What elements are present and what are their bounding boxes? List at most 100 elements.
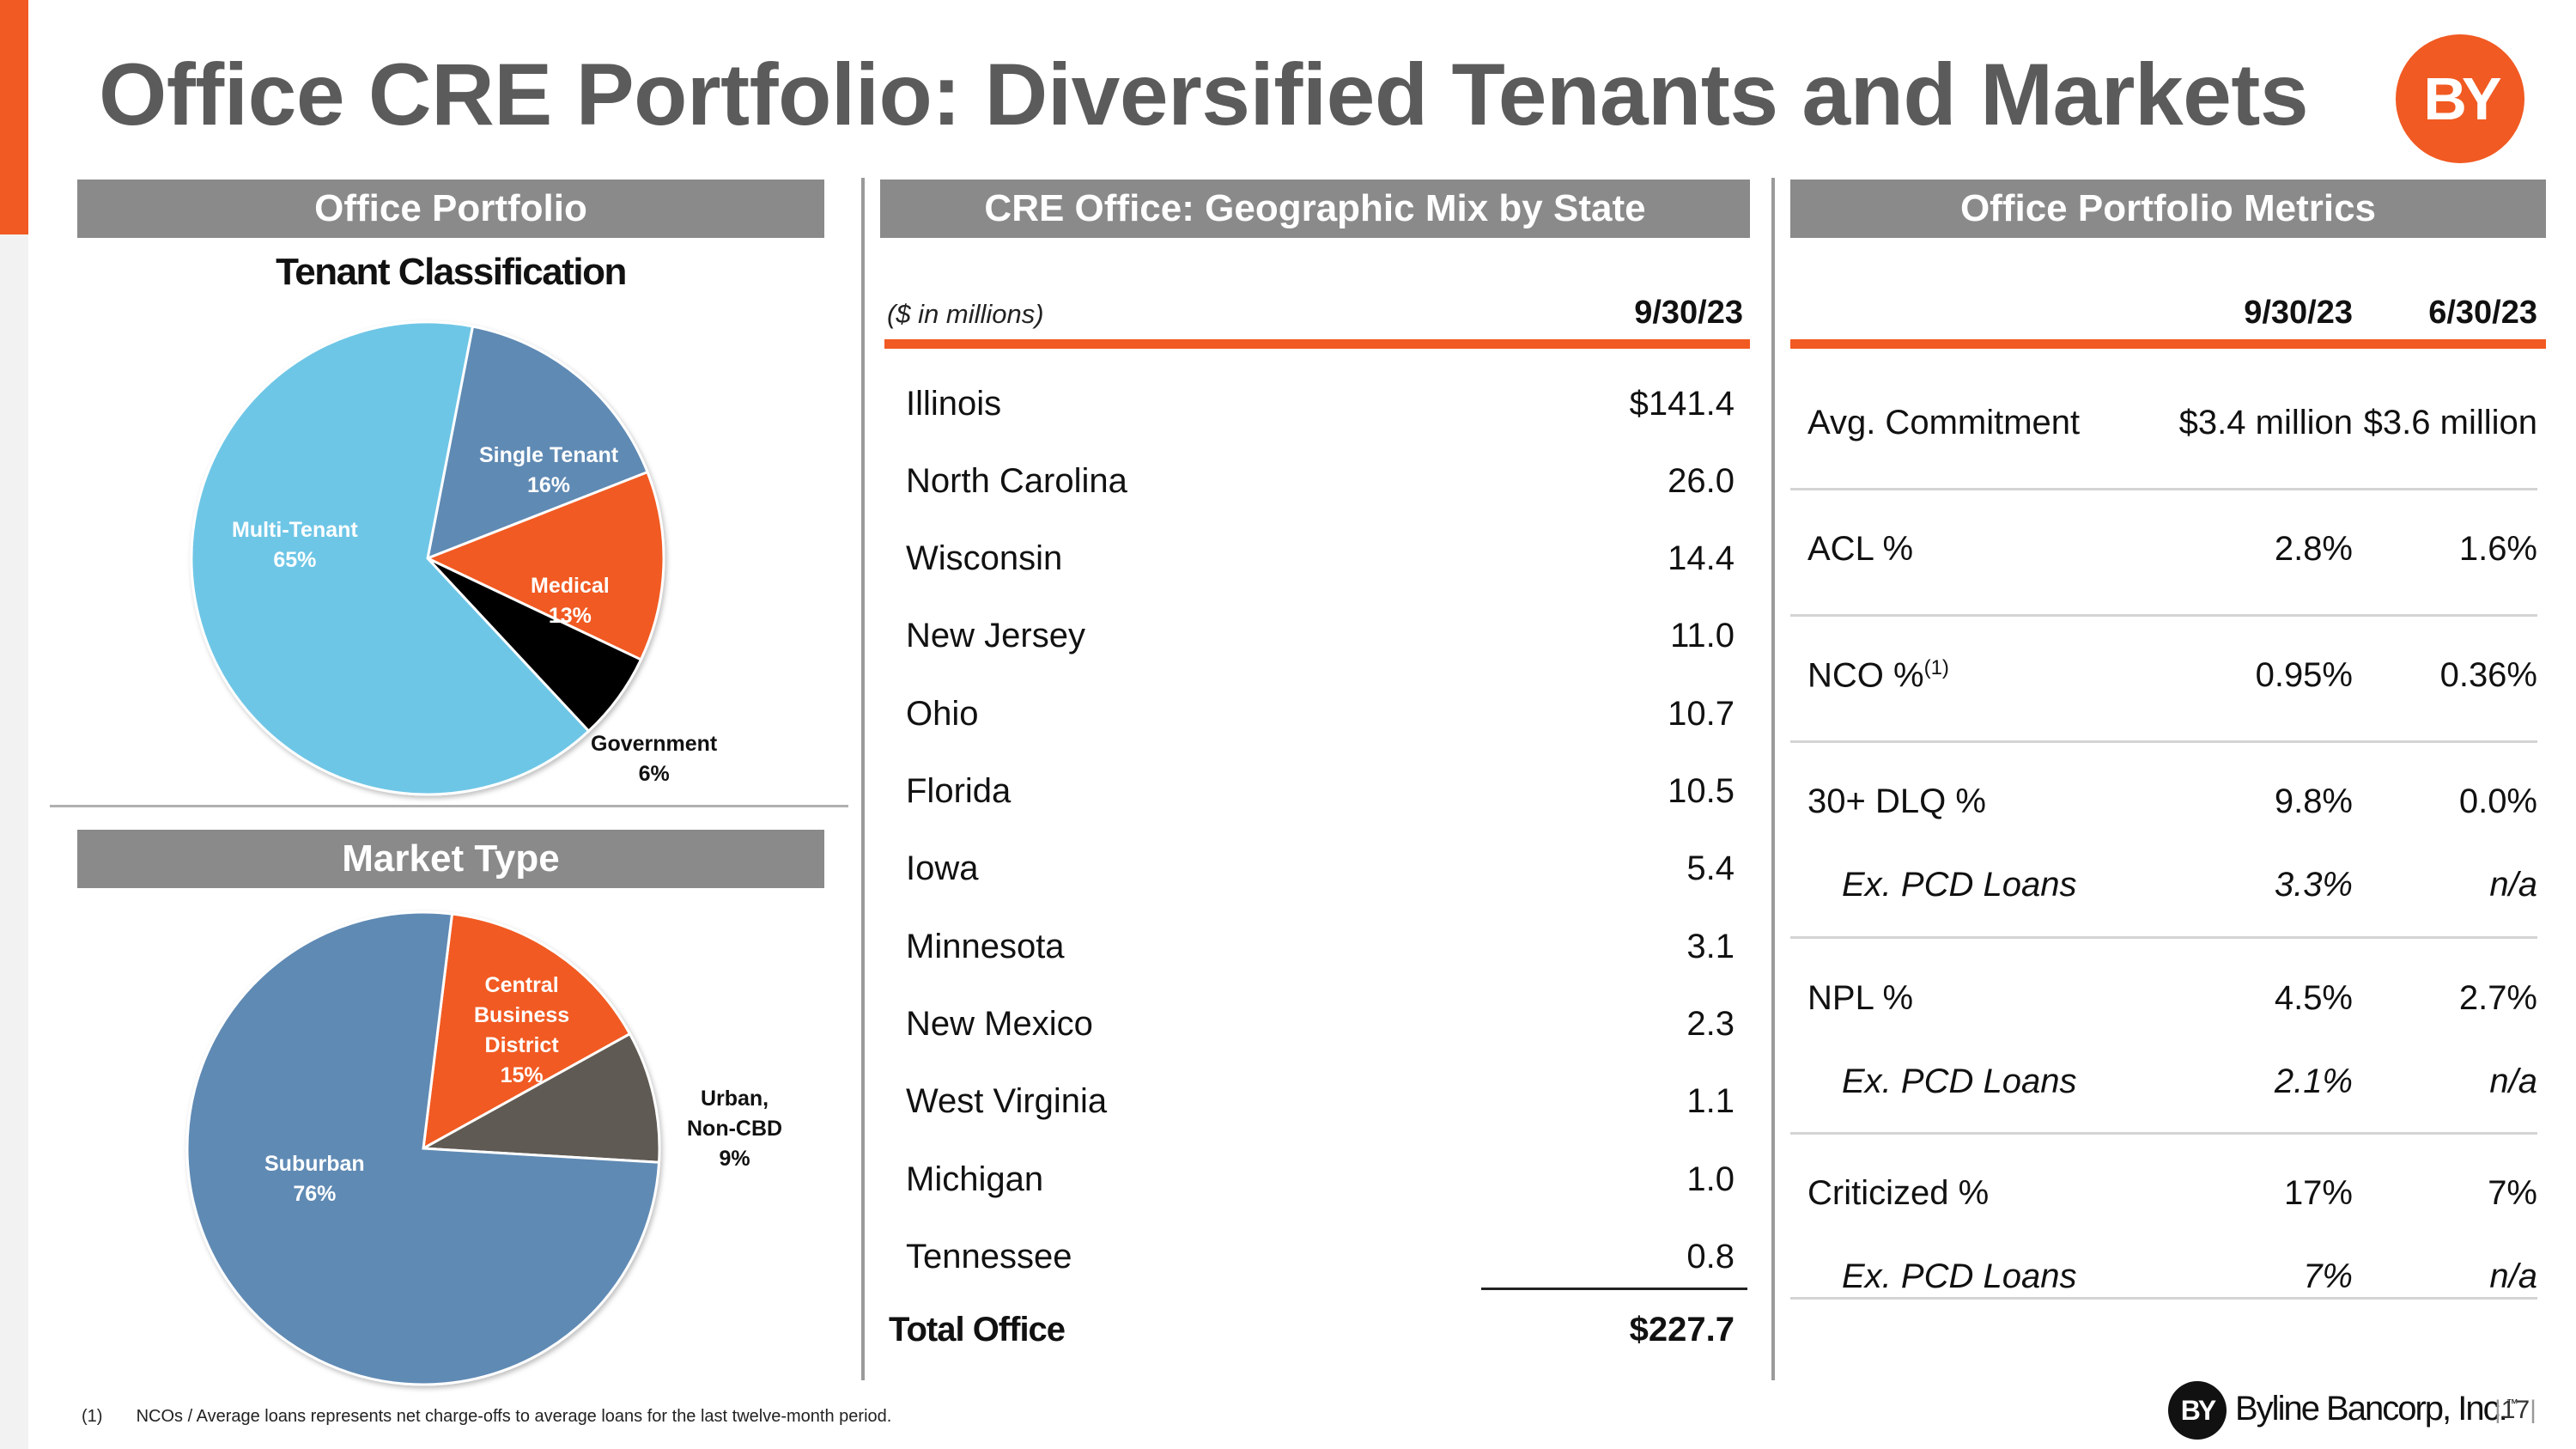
metric-label-text: Ex. PCD Loans [1842,1257,2077,1295]
pie-slice-medical [424,470,665,661]
metric-value-v2: 7% [2488,1174,2537,1212]
footer-company: Byline Bancorp, Inc.™ [2235,1390,2518,1428]
metric-value-v1: 3.3% [2274,866,2353,904]
metric-value-v2: 0.0% [2458,782,2537,820]
page-number: |17| [2494,1396,2537,1424]
pie-slice-central-business-district [422,912,632,1151]
pie-2-slices [185,910,661,1386]
label-medical: Medical 13% [531,574,610,628]
metrics-header: Office Portfolio Metrics [1790,180,2546,238]
label-cbd: Central Business District 15% [474,973,570,1087]
geo-date-header: 9/30/23 [1634,295,1743,331]
geo-row: New Mexico 2.3 [906,1002,1735,1045]
metric-label-text: NPL % [1807,979,1914,1017]
pie-slice-suburban [185,910,661,1386]
geo-state: Michigan [906,1160,1044,1198]
metric-label-text: Avg. Commitment [1807,404,2081,441]
metrics-row-divider [1790,1297,2537,1300]
geo-state: North Carolina [906,461,1127,500]
metric-value-v2: n/a [2489,1257,2537,1295]
pie-slice-multi-tenant [190,320,591,796]
label-urban: Urban, Non-CBD 9% [687,1087,783,1171]
metric-value-v1: 9.8% [2274,782,2353,820]
metrics-row-divider [1790,740,2537,743]
geo-row: Tennessee 0.8 [906,1235,1735,1278]
metric-sublabel: Ex. PCD Loans [1842,866,2076,904]
accent-strip [0,0,28,234]
geo-unit-label: ($ in millions) [887,299,1044,329]
footer-company-name: Byline Bancorp, Inc. [2235,1390,2508,1428]
metrics-row-divider [1790,614,2537,617]
geo-row: Iowa 5.4 [906,848,1735,891]
metric-footnote-ref: (1) [1923,656,1949,679]
geo-value: 2.3 [1686,1004,1735,1043]
metric-label-text: NCO % [1807,656,1924,695]
metric-value-v1: 2.8% [2274,530,2353,568]
geo-row: Michigan 1.0 [906,1158,1735,1201]
footnote: (1) NCOs / Average loans represents net … [82,1407,891,1427]
metric-label: 30+ DLQ % [1807,782,1986,821]
market-type-header: Market Type [77,830,824,888]
metric-label: ACL % [1807,530,1913,569]
geo-state: Tennessee [906,1237,1072,1275]
metric-label: NPL % [1807,979,1913,1018]
metric-value-v1: 7% [2303,1257,2353,1295]
geo-value: 3.1 [1686,927,1735,965]
geo-state: New Jersey [906,617,1085,655]
geo-row: Minnesota 3.1 [906,925,1735,968]
geo-value: 14.4 [1668,539,1735,578]
tenant-classification-title: Tenant Classification [276,251,627,293]
geo-header-rule [884,339,1750,349]
metrics-col-2: 6/30/23 [2428,295,2537,331]
label-government: Government 6% [591,732,718,786]
total-office-label: Total Office [889,1310,1066,1349]
geo-state: West Virginia [906,1082,1108,1121]
pie-1-slices [190,320,665,796]
metric-label: Avg. Commitment [1807,404,2080,442]
geo-value: 10.7 [1668,694,1735,733]
metrics-header-rule [1790,339,2546,349]
side-strip [0,234,28,1449]
geo-row: North Carolina 26.0 [906,460,1735,502]
geo-state: Florida [906,772,1012,810]
geo-row: West Virginia 1.1 [906,1081,1735,1123]
footer-logo-icon: BY [2168,1381,2227,1440]
geo-state: Wisconsin [906,539,1063,578]
geo-row: Illinois $141.4 [906,382,1735,425]
metric-sublabel: Ex. PCD Loans [1842,1062,2076,1101]
page-number-value: 17 [2500,1396,2530,1424]
metrics-row-divider [1790,936,2537,939]
metric-label: NCO %(1) [1807,656,1949,695]
metric-label: Criticized % [1807,1174,1989,1213]
geo-state: Ohio [906,694,979,733]
metric-value-v1: 4.5% [2274,979,2353,1017]
pie-slice-single-tenant [426,325,649,561]
metrics-row-divider [1790,488,2537,490]
geo-row: Ohio 10.7 [906,692,1735,735]
metric-value-v2: 2.7% [2458,979,2537,1017]
metric-label-text: 30+ DLQ % [1807,782,1986,820]
geo-state: Minnesota [906,927,1065,965]
metric-value-v1: 2.1% [2274,1062,2353,1100]
footer-tm: ™ [2506,1396,2518,1410]
metric-value-v2: 0.36% [2439,656,2537,694]
geo-state: Iowa [906,849,979,888]
metric-value-v1: 17% [2283,1174,2353,1212]
metric-sublabel: Ex. PCD Loans [1842,1257,2076,1296]
byline-logo: BY [2396,34,2524,163]
left-divider [50,805,848,807]
divider-right [1771,178,1775,1380]
geo-value: $141.4 [1629,384,1735,423]
geo-value: 1.1 [1686,1082,1735,1121]
metric-label-text: Ex. PCD Loans [1842,866,2077,904]
geo-state: New Mexico [906,1004,1093,1043]
metric-value-v2: 1.6% [2458,530,2537,568]
metric-value-v2: $3.6 million [2363,404,2537,441]
geo-value: 5.4 [1686,849,1735,888]
label-suburban: Suburban 76% [264,1152,365,1206]
divider-left [861,178,865,1380]
geo-row: New Jersey 11.0 [906,615,1735,658]
metric-label-text: Criticized % [1807,1174,1990,1212]
geo-mix-header: CRE Office: Geographic Mix by State [880,180,1750,238]
footnote-text: NCOs / Average loans represents net char… [136,1407,892,1426]
